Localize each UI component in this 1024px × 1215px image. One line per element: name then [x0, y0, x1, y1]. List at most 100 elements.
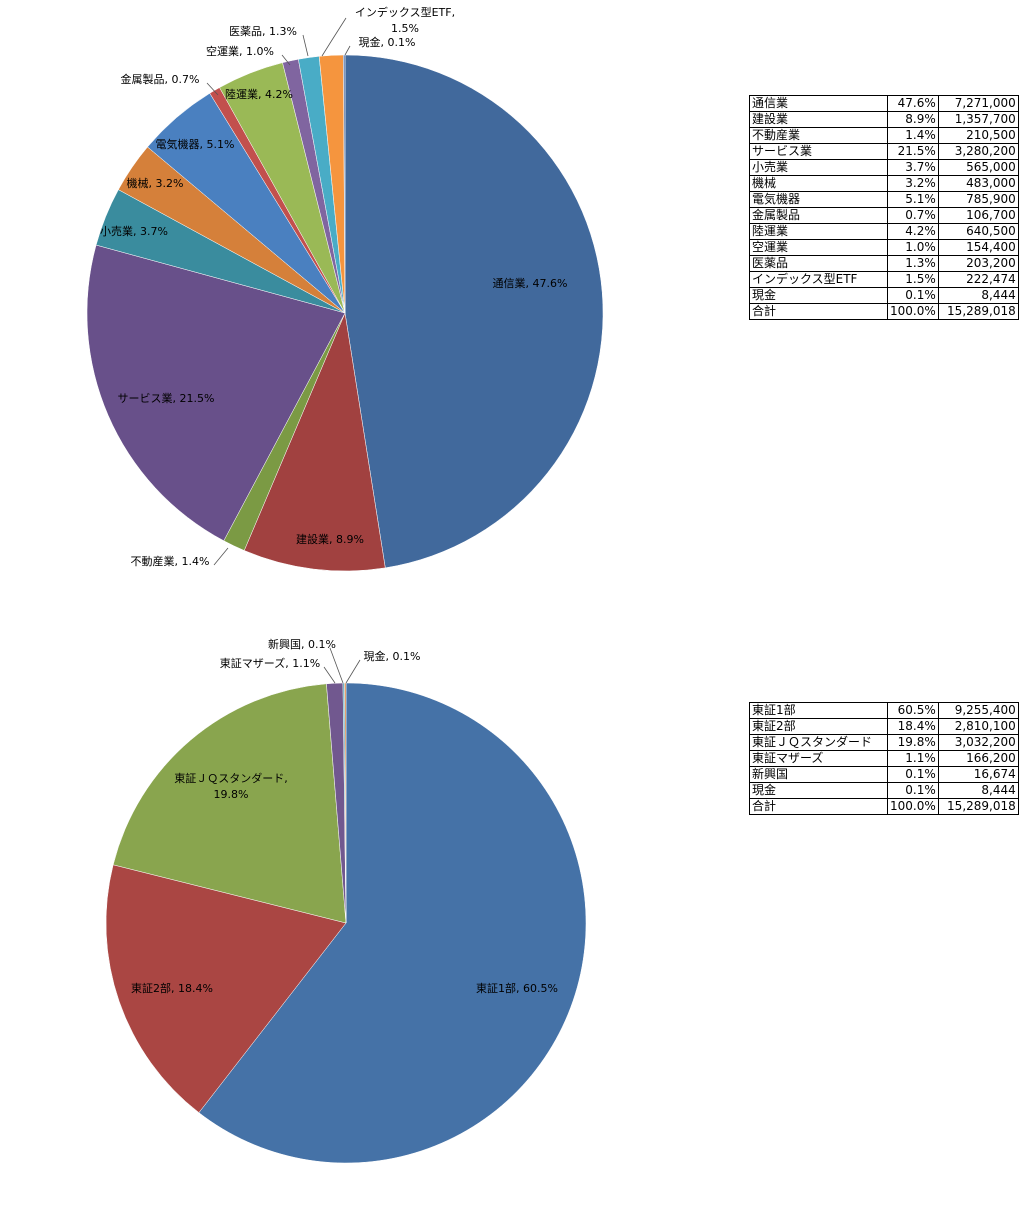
market-table-amount-cell: 3,032,200	[937, 734, 1019, 751]
sector-table-amount-cell: 7,271,000	[937, 95, 1019, 112]
sector-table-row: インデックス型ETF 1.5% 222,474	[749, 271, 1019, 288]
sector-table-row: 通信業 47.6% 7,271,000	[749, 95, 1019, 112]
sector-table-amount-cell: 1,357,700	[937, 111, 1019, 128]
sector-table-amount-cell: 640,500	[937, 223, 1019, 240]
sector-table-row: 合計 100.0% 15,289,018	[749, 303, 1019, 320]
market-table-name-cell: 東証1部	[749, 702, 888, 719]
sector-table-row: サービス業 21.5% 3,280,200	[749, 143, 1019, 160]
market-table-name-cell: 新興国	[749, 766, 888, 783]
sector-table-row: 建設業 8.9% 1,357,700	[749, 111, 1019, 128]
sector-table-amount-cell: 106,700	[937, 207, 1019, 224]
sector-leader-line-12	[344, 45, 351, 56]
market-data-label-0: 東証1部, 60.5%	[476, 981, 558, 995]
sector-data-label-10: 医薬品, 1.3%	[229, 25, 297, 38]
sector-table-amount-cell: 203,200	[937, 255, 1019, 272]
sector-table-name-cell: 医薬品	[749, 255, 888, 272]
sector-table-percent-cell: 1.3%	[887, 255, 939, 272]
market-table-name-cell: 合計	[749, 798, 888, 815]
sector-table-name-cell: サービス業	[749, 143, 888, 160]
market-slice-2	[112, 683, 347, 924]
market-data-label-1: 東証2部, 18.4%	[131, 981, 213, 995]
market-leader-line-5	[345, 659, 361, 684]
sector-data-label-8: 陸運業, 4.2%	[225, 88, 293, 101]
sector-data-label-12: 現金, 0.1%	[359, 35, 416, 49]
sector-table-name-cell: 小売業	[749, 159, 888, 176]
sector-data-label-7: 金属製品, 0.7%	[121, 72, 200, 86]
sector-table-percent-cell: 5.1%	[887, 191, 939, 208]
market-slice-1	[105, 864, 347, 1113]
sector-data-label-5: 機械, 3.2%	[127, 176, 184, 190]
market-data-label-4: 新興国, 0.1%	[268, 637, 336, 651]
sector-table-percent-cell: 0.7%	[887, 207, 939, 224]
sector-table-percent-cell: 3.2%	[887, 175, 939, 192]
market-data-label-5: 現金, 0.1%	[364, 649, 421, 663]
sector-data-label-11: インデックス型ETF, 1.5%	[355, 5, 455, 35]
sector-table-row: 機械 3.2% 483,000	[749, 175, 1019, 192]
market-table-name-cell: 東証マザーズ	[749, 750, 888, 767]
sector-leader-line-7	[206, 82, 219, 96]
sector-table-amount-cell: 222,474	[937, 271, 1019, 288]
sector-data-label-6: 電気機器, 5.1%	[156, 137, 235, 151]
sector-data-label-0: 通信業, 47.6%	[493, 277, 568, 290]
market-data-label-3: 東証マザーズ, 1.1%	[220, 656, 320, 670]
sector-table-name-cell: 空運業	[749, 239, 888, 256]
sector-table-percent-cell: 8.9%	[887, 111, 939, 128]
sector-table-percent-cell: 1.5%	[887, 271, 939, 288]
market-table-percent-cell: 0.1%	[887, 782, 939, 799]
sector-leader-line-11	[321, 17, 347, 57]
market-table-amount-cell: 16,674	[937, 766, 1019, 783]
sector-table-name-cell: 合計	[749, 303, 888, 320]
sector-table-amount-cell: 565,000	[937, 159, 1019, 176]
sector-leader-line-9	[281, 54, 291, 66]
sector-table-row: 陸運業 4.2% 640,500	[749, 223, 1019, 240]
sector-table-amount-cell: 15,289,018	[937, 303, 1019, 320]
sector-table-amount-cell: 8,444	[937, 287, 1019, 304]
market-table-amount-cell: 15,289,018	[937, 798, 1019, 815]
sector-table-row: 現金 0.1% 8,444	[749, 287, 1019, 304]
market-table-amount-cell: 8,444	[937, 782, 1019, 799]
sector-table-row: 医薬品 1.3% 203,200	[749, 255, 1019, 272]
sector-table-percent-cell: 4.2%	[887, 223, 939, 240]
sector-table-row: 小売業 3.7% 565,000	[749, 159, 1019, 176]
market-table-percent-cell: 0.1%	[887, 766, 939, 783]
sector-table-name-cell: 電気機器	[749, 191, 888, 208]
sector-table-percent-cell: 21.5%	[887, 143, 939, 160]
sector-slice-0	[344, 54, 604, 569]
sector-table-amount-cell: 3,280,200	[937, 143, 1019, 160]
sector-data-label-3: サービス業, 21.5%	[118, 392, 215, 405]
market-table-row: 東証ＪＱスタンダード 19.8% 3,032,200	[749, 734, 1019, 751]
sector-table-name-cell: 不動産業	[749, 127, 888, 144]
market-table-amount-cell: 2,810,100	[937, 718, 1019, 735]
market-data-label-2: 東証ＪＱスタンダード, 19.8%	[174, 771, 288, 801]
market-table-percent-cell: 100.0%	[887, 798, 939, 815]
market-table: 東証1部 60.5% 9,255,400 東証2部 18.4% 2,810,100 東証ＪＱ…	[749, 702, 1019, 815]
market-table-name-cell: 現金	[749, 782, 888, 799]
sector-table-row: 電気機器 5.1% 785,900	[749, 191, 1019, 208]
market-table-name-cell: 東証2部	[749, 718, 888, 735]
sector-slice-3	[86, 244, 346, 542]
sector-table-name-cell: 現金	[749, 287, 888, 304]
market-table-row: 東証マザーズ 1.1% 166,200	[749, 750, 1019, 767]
sector-table-percent-cell: 3.7%	[887, 159, 939, 176]
market-table-row: 東証1部 60.5% 9,255,400	[749, 702, 1019, 719]
sector-leader-line-10	[302, 34, 309, 57]
sector-data-label-1: 建設業, 8.9%	[296, 532, 364, 546]
sector-data-label-4: 小売業, 3.7%	[100, 225, 168, 238]
sector-table-percent-cell: 47.6%	[887, 95, 939, 112]
sector-table-percent-cell: 0.1%	[887, 287, 939, 304]
sector-table-row: 金属製品 0.7% 106,700	[749, 207, 1019, 224]
sector-table-amount-cell: 483,000	[937, 175, 1019, 192]
market-leader-line-4	[329, 647, 344, 684]
market-table-percent-cell: 60.5%	[887, 702, 939, 719]
sector-table-amount-cell: 785,900	[937, 191, 1019, 208]
sector-table-name-cell: 建設業	[749, 111, 888, 128]
market-table-amount-cell: 9,255,400	[937, 702, 1019, 719]
market-slice-0	[198, 682, 587, 1164]
sector-table-row: 空運業 1.0% 154,400	[749, 239, 1019, 256]
sector-data-label-9: 空運業, 1.0%	[206, 44, 274, 58]
sector-table-name-cell: 機械	[749, 175, 888, 192]
market-table-amount-cell: 166,200	[937, 750, 1019, 767]
market-table-row: 東証2部 18.4% 2,810,100	[749, 718, 1019, 735]
sector-table-percent-cell: 1.0%	[887, 239, 939, 256]
